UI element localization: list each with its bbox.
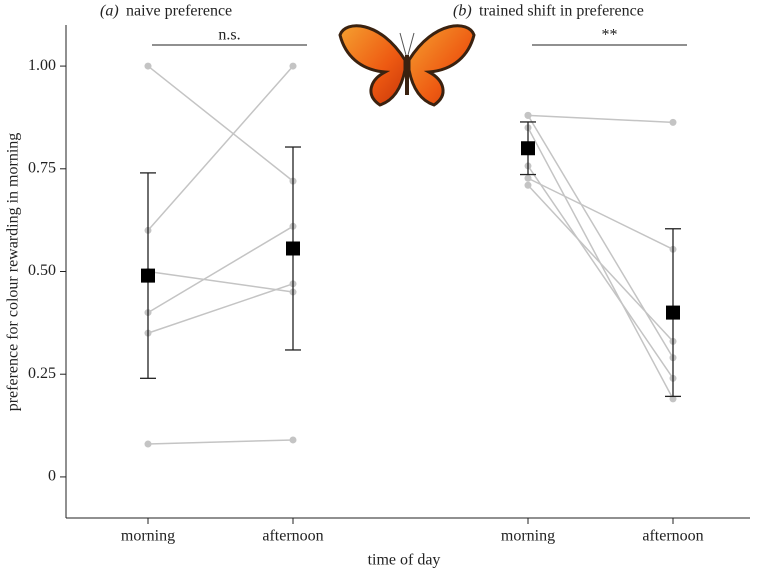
mean-marker: [286, 241, 300, 256]
panel-label: (a): [100, 3, 119, 20]
y-tick-label: 0.25: [28, 365, 56, 382]
mean-marker: [141, 268, 155, 283]
y-tick-label: 0.50: [28, 262, 56, 279]
x-tick-label: afternoon: [262, 528, 323, 545]
pair-line: [147, 65, 294, 231]
pair-line: [527, 114, 674, 124]
pair-line: [147, 65, 294, 182]
significance-label: **: [602, 27, 618, 44]
pair-point: [669, 395, 677, 403]
pair-point: [524, 181, 532, 189]
y-tick-label: 0.75: [28, 159, 56, 176]
pair-line: [527, 114, 674, 359]
significance-label: n.s.: [218, 27, 240, 44]
mean-marker: [521, 141, 535, 156]
x-tick-label: morning: [501, 528, 555, 545]
pair-line: [527, 165, 674, 379]
panel-title: naive preference: [126, 3, 232, 20]
pair-line: [147, 225, 294, 314]
y-axis-label: preference for colour rewarding in morni…: [5, 133, 22, 412]
pair-point: [144, 440, 152, 448]
pair-line: [147, 270, 294, 293]
pair-line: [527, 184, 674, 342]
pair-point: [524, 174, 532, 182]
x-tick-label: morning: [121, 528, 175, 545]
pair-point: [144, 62, 152, 70]
mean-marker: [666, 305, 680, 320]
pair-point: [669, 118, 677, 126]
pair-point: [289, 62, 297, 70]
pair-line: [527, 177, 674, 250]
butterfly-illustration: [338, 24, 476, 107]
panel-title: trained shift in preference: [479, 3, 644, 20]
y-tick-label: 1.00: [28, 57, 56, 74]
pair-line: [147, 283, 294, 334]
pair-point: [289, 436, 297, 444]
pair-line: [147, 439, 294, 445]
pair-point: [524, 111, 532, 119]
y-tick-label: 0: [48, 468, 56, 485]
panel-label: (b): [453, 3, 472, 20]
x-axis-label: time of day: [368, 552, 441, 569]
x-tick-label: afternoon: [642, 528, 703, 545]
